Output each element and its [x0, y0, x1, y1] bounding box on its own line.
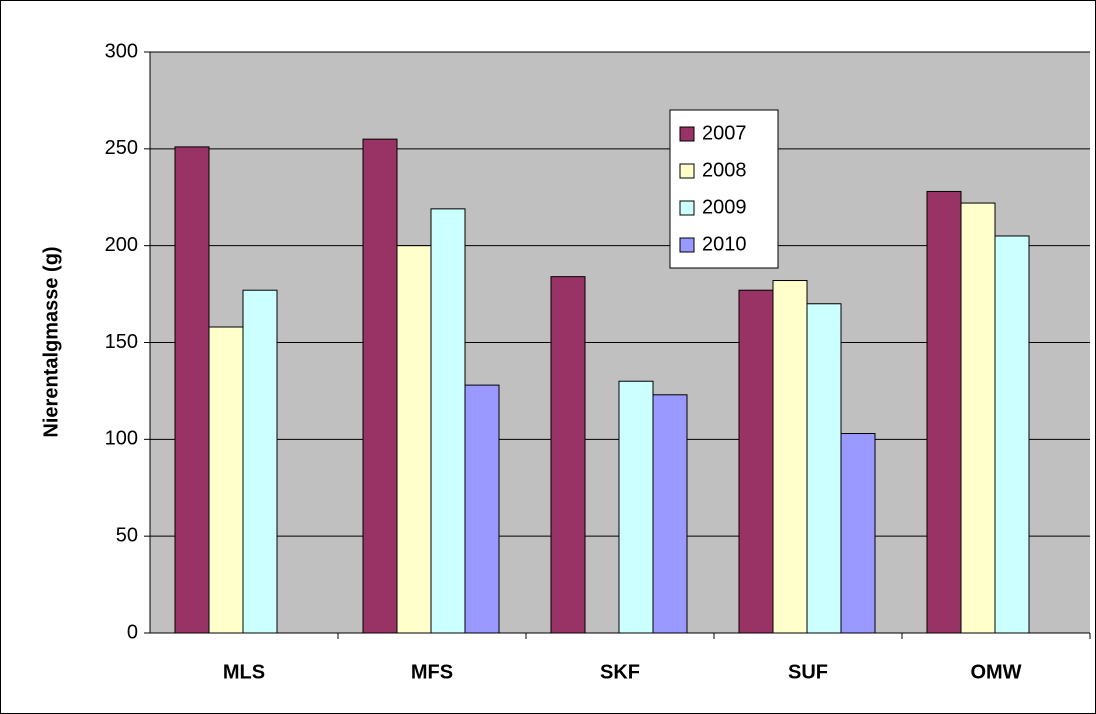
legend-label: 2009 — [702, 196, 747, 218]
x-tick-label: SKF — [600, 661, 640, 683]
bar — [618, 380, 654, 634]
bar — [652, 394, 688, 634]
legend-label: 2008 — [702, 159, 747, 181]
legend-swatch — [679, 163, 695, 179]
bar — [174, 146, 210, 634]
x-tick-label: OMW — [970, 661, 1021, 683]
bar — [208, 326, 244, 634]
y-tick-label: 150 — [105, 331, 138, 353]
bar — [960, 202, 996, 634]
bar — [550, 276, 586, 634]
bar — [242, 289, 278, 634]
y-tick-label: 300 — [105, 40, 138, 62]
x-tick-label: MFS — [411, 661, 453, 683]
bar — [738, 289, 774, 634]
legend-label: 2010 — [702, 233, 747, 255]
bar — [396, 245, 432, 634]
y-tick-label: 200 — [105, 234, 138, 256]
y-tick-label: 0 — [127, 621, 138, 643]
bar — [430, 208, 466, 634]
bar — [464, 384, 500, 634]
legend-label: 2007 — [702, 122, 747, 144]
bar — [994, 235, 1030, 634]
legend-swatch — [679, 200, 695, 216]
legend-swatch — [679, 126, 695, 142]
bar — [772, 280, 808, 634]
y-axis-label: Nierentalgmasse (g) — [40, 246, 62, 437]
bar — [840, 433, 876, 634]
y-tick-label: 100 — [105, 428, 138, 450]
bar — [362, 138, 398, 634]
legend-swatch — [679, 237, 695, 253]
bar — [926, 190, 962, 634]
bar — [806, 303, 842, 634]
x-tick-label: MLS — [223, 661, 265, 683]
y-tick-label: 250 — [105, 137, 138, 159]
y-tick-label: 50 — [116, 524, 138, 546]
x-tick-label: SUF — [788, 661, 828, 683]
